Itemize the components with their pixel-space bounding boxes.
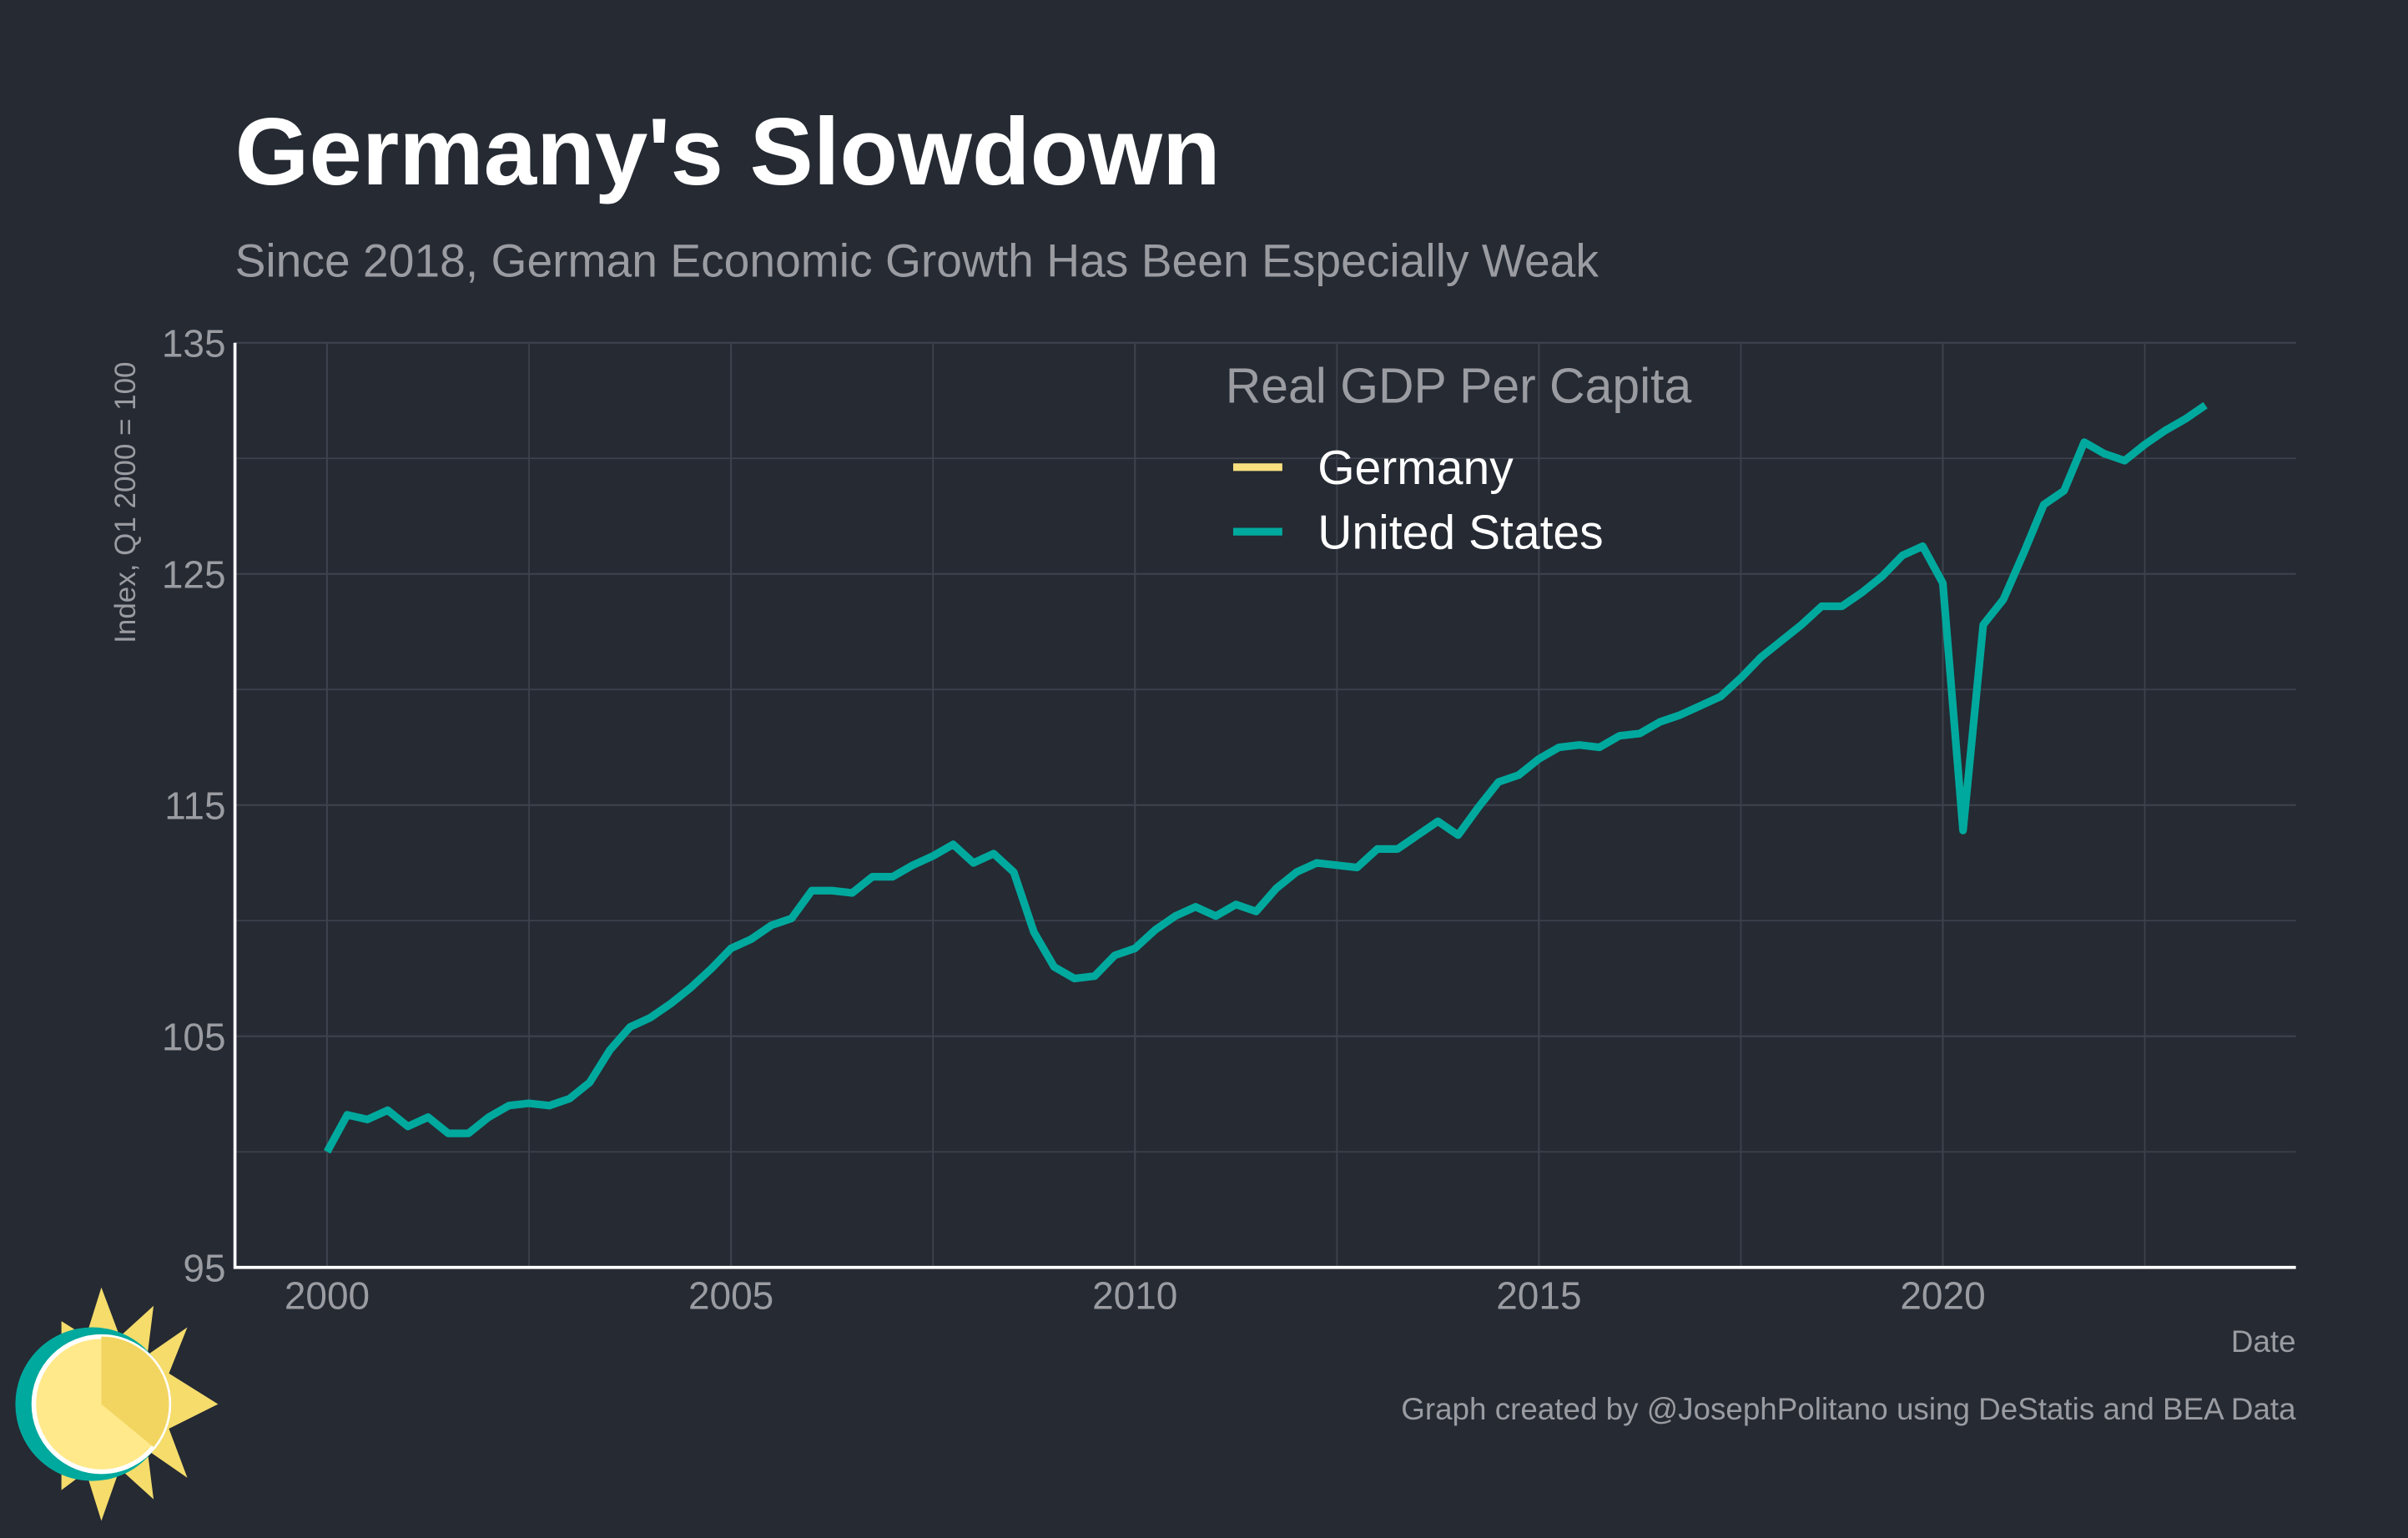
chart-subtitle: Since 2018, German Economic Growth Has B…	[235, 235, 1599, 287]
x-tick-label: 2000	[285, 1273, 370, 1317]
y-tick-label: 115	[164, 784, 225, 827]
x-tick-label: 2010	[1092, 1273, 1177, 1317]
y-tick-label: 135	[162, 321, 226, 365]
logo-wedge	[101, 1336, 169, 1448]
y-tick-label: 95	[183, 1246, 225, 1289]
logo	[15, 1287, 219, 1521]
chart-title: Germany's Slowdown	[235, 99, 1221, 205]
legend: Real GDP Per Capita Germany United States	[1226, 360, 1692, 560]
x-tick-label: 2005	[688, 1273, 773, 1317]
x-tick-label: 2015	[1496, 1273, 1581, 1317]
y-axis-label: Index, Q1 2000 = 100	[109, 361, 142, 643]
legend-title: Real GDP Per Capita	[1226, 360, 1692, 414]
y-tick-label: 125	[162, 552, 226, 596]
legend-label: United States	[1317, 506, 1603, 559]
y-tick-label: 105	[162, 1015, 226, 1058]
x-tick-label: 2020	[1900, 1273, 1985, 1317]
caption: Graph created by @JosephPolitano using D…	[1401, 1392, 2296, 1426]
grid: 95 105 115 125 135 2000 2005 2010 2015 2020	[162, 321, 2296, 1317]
data-line	[323, 401, 2208, 1154]
legend-label: Germany	[1317, 441, 1514, 495]
plot-area	[323, 401, 2208, 1154]
x-axis-label: Date	[2231, 1324, 2296, 1359]
